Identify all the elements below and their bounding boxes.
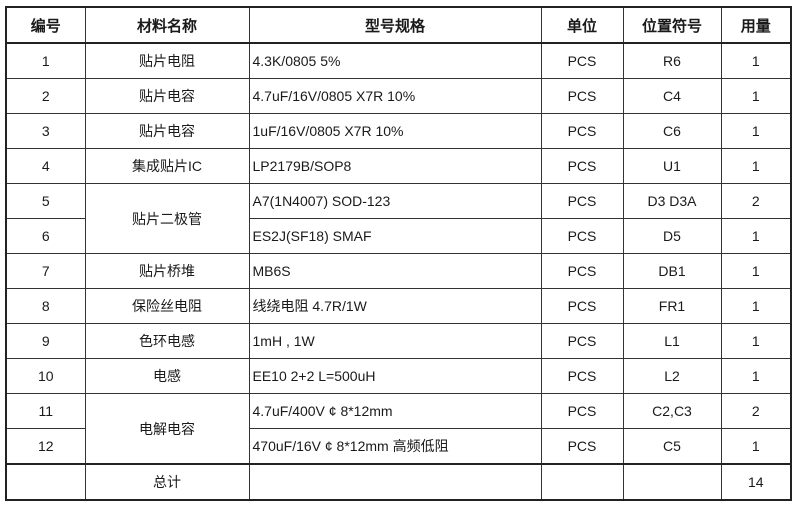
cell-qty: 1 xyxy=(720,113,792,149)
cell-qty: 2 xyxy=(720,183,792,219)
table-row: 8 保险丝电阻 线绕电阻 4.7R/1W PCS FR1 1 xyxy=(5,288,792,324)
table-row: 10 电感 EE10 2+2 L=500uH PCS L2 1 xyxy=(5,358,792,394)
header-qty: 用量 xyxy=(720,6,792,44)
cell-name: 贴片电容 xyxy=(84,78,250,114)
cell-no: 3 xyxy=(5,113,86,149)
cell-ref: C2,C3 xyxy=(622,393,722,429)
cell-empty xyxy=(540,463,624,501)
cell-spec: 1uF/16V/0805 X7R 10% xyxy=(248,113,542,149)
table-row: 4 集成贴片IC LP2179B/SOP8 PCS U1 1 xyxy=(5,148,792,184)
total-label: 总计 xyxy=(84,463,250,501)
cell-spec: A7(1N4007) SOD-123 xyxy=(248,183,542,219)
header-row: 编号 材料名称 型号规格 单位 位置符号 用量 xyxy=(5,6,792,44)
header-name: 材料名称 xyxy=(84,6,250,44)
total-qty: 14 xyxy=(720,463,792,501)
cell-empty xyxy=(622,463,722,501)
cell-no: 6 xyxy=(5,218,86,254)
cell-ref: L1 xyxy=(622,323,722,359)
cell-ref: DB1 xyxy=(622,253,722,289)
table-row: 11 电解电容 4.7uF/400V ¢ 8*12mm PCS C2,C3 2 xyxy=(5,393,792,465)
cell-unit: PCS xyxy=(540,183,624,219)
cell-qty: 1 xyxy=(720,358,792,394)
table-row: 9 色环电感 1mH , 1W PCS L1 1 xyxy=(5,323,792,359)
cell-qty: 1 xyxy=(720,253,792,289)
cell-name: 贴片电容 xyxy=(84,113,250,149)
cell-no: 12 xyxy=(5,428,86,465)
cell-no: 10 xyxy=(5,358,86,394)
cell-qty: 1 xyxy=(720,218,792,254)
cell-spec: MB6S xyxy=(248,253,542,289)
cell-spec: LP2179B/SOP8 xyxy=(248,148,542,184)
cell-unit: PCS xyxy=(540,148,624,184)
cell-name: 色环电感 xyxy=(84,323,250,359)
cell-ref: C4 xyxy=(622,78,722,114)
bom-table: 编号 材料名称 型号规格 单位 位置符号 用量 1 贴片电阻 4.3K/0805 5… xyxy=(5,6,792,501)
cell-spec: 1mH , 1W xyxy=(248,323,542,359)
cell-unit: PCS xyxy=(540,358,624,394)
cell-no: 11 xyxy=(5,393,86,429)
cell-qty: 1 xyxy=(720,288,792,324)
cell-unit: PCS xyxy=(540,323,624,359)
cell-name: 贴片二极管 xyxy=(84,183,250,254)
table-row: 3 贴片电容 1uF/16V/0805 X7R 10% PCS C6 1 xyxy=(5,113,792,149)
cell-name: 保险丝电阻 xyxy=(84,288,250,324)
cell-ref: FR1 xyxy=(622,288,722,324)
cell-ref: D5 xyxy=(622,218,722,254)
cell-no: 5 xyxy=(5,183,86,219)
table-row: 7 贴片桥堆 MB6S PCS DB1 1 xyxy=(5,253,792,289)
table-row: 5 贴片二极管 A7(1N4007) SOD-123 PCS D3 D3A 2 xyxy=(5,183,792,254)
header-spec: 型号规格 xyxy=(248,6,542,44)
header-ref: 位置符号 xyxy=(622,6,722,44)
cell-ref: C6 xyxy=(622,113,722,149)
cell-spec: 4.3K/0805 5% xyxy=(248,42,542,79)
cell-name: 贴片桥堆 xyxy=(84,253,250,289)
cell-ref: U1 xyxy=(622,148,722,184)
cell-spec: 线绕电阻 4.7R/1W xyxy=(248,288,542,324)
cell-no: 8 xyxy=(5,288,86,324)
cell-no: 7 xyxy=(5,253,86,289)
total-row: 总计 14 xyxy=(5,463,792,501)
header-no: 编号 xyxy=(5,6,86,44)
cell-qty: 1 xyxy=(720,428,792,465)
cell-spec: 4.7uF/400V ¢ 8*12mm xyxy=(248,393,542,429)
cell-qty: 1 xyxy=(720,78,792,114)
cell-unit: PCS xyxy=(540,393,624,429)
cell-empty xyxy=(248,463,542,501)
cell-no: 9 xyxy=(5,323,86,359)
cell-name: 电解电容 xyxy=(84,393,250,465)
cell-spec: 4.7uF/16V/0805 X7R 10% xyxy=(248,78,542,114)
cell-spec: EE10 2+2 L=500uH xyxy=(248,358,542,394)
cell-qty: 1 xyxy=(720,42,792,79)
table-row: 6 ES2J(SF18) SMAF PCS D5 1 xyxy=(5,218,792,254)
cell-unit: PCS xyxy=(540,288,624,324)
cell-unit: PCS xyxy=(540,78,624,114)
cell-unit: PCS xyxy=(540,253,624,289)
cell-no: 2 xyxy=(5,78,86,114)
cell-name: 电感 xyxy=(84,358,250,394)
cell-empty xyxy=(5,463,86,501)
cell-spec: ES2J(SF18) SMAF xyxy=(248,218,542,254)
cell-qty: 1 xyxy=(720,148,792,184)
header-unit: 单位 xyxy=(540,6,624,44)
table-row: 2 贴片电容 4.7uF/16V/0805 X7R 10% PCS C4 1 xyxy=(5,78,792,114)
cell-qty: 1 xyxy=(720,323,792,359)
cell-ref: L2 xyxy=(622,358,722,394)
cell-ref: R6 xyxy=(622,42,722,79)
cell-name: 集成贴片IC xyxy=(84,148,250,184)
cell-ref: D3 D3A xyxy=(622,183,722,219)
cell-unit: PCS xyxy=(540,42,624,79)
table-row: 1 贴片电阻 4.3K/0805 5% PCS R6 1 xyxy=(5,42,792,79)
cell-qty: 2 xyxy=(720,393,792,429)
table-row: 12 470uF/16V ¢ 8*12mm 高频低阻 PCS C5 1 xyxy=(5,428,792,465)
cell-unit: PCS xyxy=(540,428,624,465)
cell-name: 贴片电阻 xyxy=(84,42,250,79)
cell-spec: 470uF/16V ¢ 8*12mm 高频低阻 xyxy=(248,428,542,465)
cell-unit: PCS xyxy=(540,113,624,149)
cell-ref: C5 xyxy=(622,428,722,465)
cell-no: 4 xyxy=(5,148,86,184)
cell-no: 1 xyxy=(5,42,86,79)
cell-unit: PCS xyxy=(540,218,624,254)
